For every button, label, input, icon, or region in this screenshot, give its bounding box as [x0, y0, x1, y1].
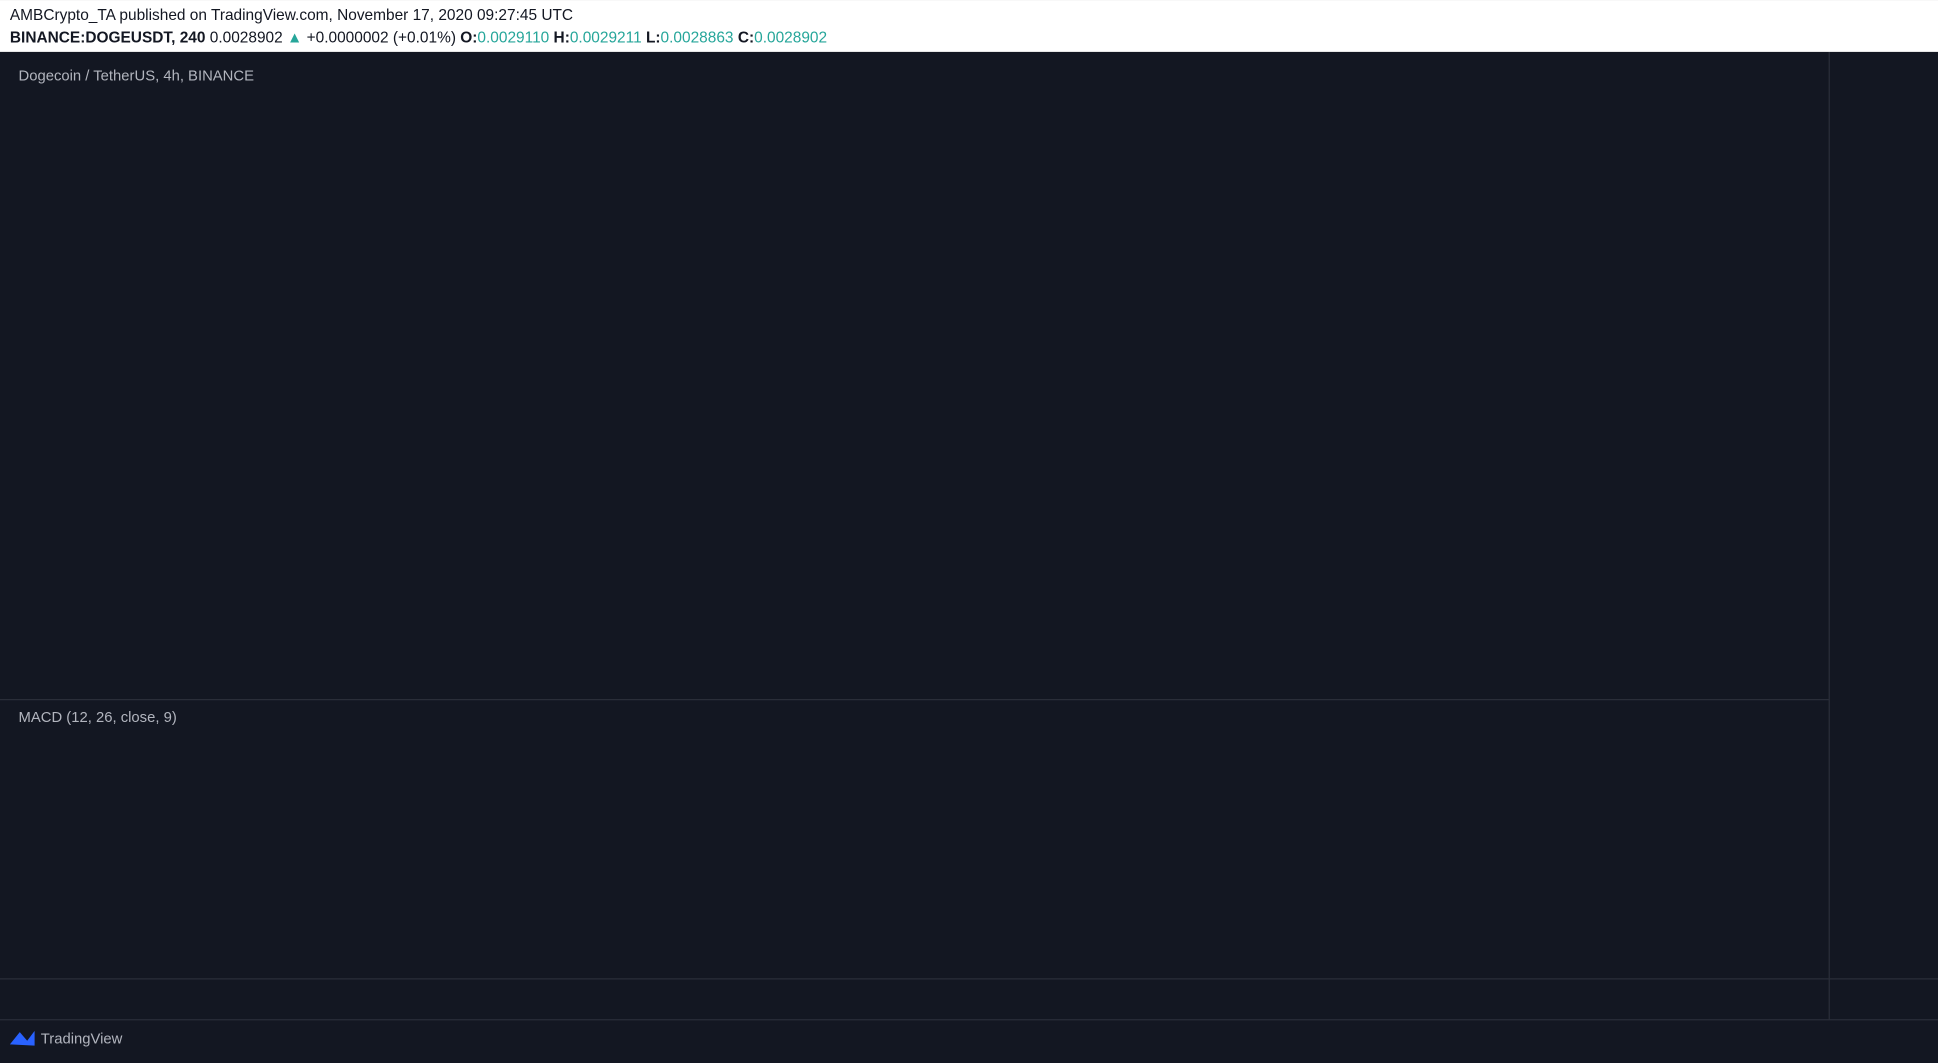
chart-title: Dogecoin / TetherUS, 4h, BINANCE — [19, 69, 255, 85]
footer-logo: TradingView — [9, 1030, 123, 1047]
change: +0.0000002 (+0.01%) — [307, 29, 456, 46]
symbol-line: BINANCE:DOGEUSDT, 240 0.0028902 ▲ +0.000… — [10, 29, 827, 46]
o-label: O: — [460, 29, 477, 46]
macd-title: MACD (12, 26, close, 9) — [19, 710, 177, 726]
logo-icon — [9, 1030, 35, 1046]
brand: TradingView — [41, 1031, 123, 1047]
c-label: C: — [738, 29, 754, 46]
published: AMBCrypto_TA published on TradingView.co… — [10, 7, 573, 24]
l-value: 0.0028863 — [661, 29, 734, 46]
h-value: 0.0029211 — [570, 29, 642, 46]
l-label: L: — [646, 29, 661, 46]
h-label: H: — [554, 29, 570, 46]
c-value: 0.0028902 — [754, 29, 827, 46]
chart-background — [0, 51, 1938, 1063]
last: 0.0028902 — [210, 29, 283, 46]
header-band — [0, 0, 1938, 52]
symbol: BINANCE:DOGEUSDT, 240 — [10, 29, 206, 46]
o-value: 0.0029110 — [477, 29, 549, 46]
arrow: ▲ — [287, 29, 302, 46]
